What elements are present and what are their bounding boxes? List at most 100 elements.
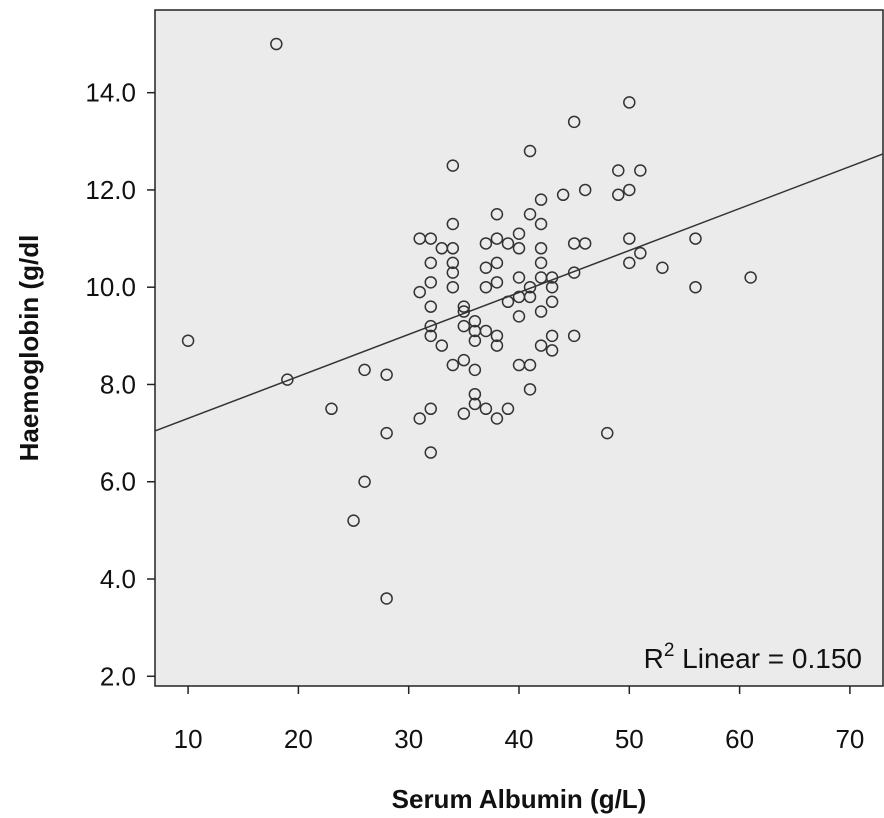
data-point	[612, 164, 625, 177]
r-squared-annotation: R2 Linear = 0.150	[644, 640, 862, 674]
data-point	[468, 397, 482, 411]
data-point	[545, 344, 559, 357]
data-point	[479, 280, 493, 294]
data-point	[744, 271, 757, 284]
x-tick-label: 60	[725, 724, 754, 754]
data-point	[424, 300, 438, 313]
data-point	[446, 358, 460, 372]
data-point	[523, 144, 537, 158]
r-squared-superscript: 2	[664, 640, 675, 661]
plot-area	[154, 9, 884, 687]
data-point	[457, 407, 471, 420]
data-point	[380, 592, 393, 605]
x-tick-label: 50	[615, 724, 644, 754]
data-point	[358, 475, 371, 488]
data-point	[534, 217, 548, 231]
data-point	[446, 242, 460, 255]
data-point	[523, 290, 537, 304]
data-point	[534, 305, 548, 318]
data-point	[479, 237, 493, 250]
data-point	[490, 412, 504, 425]
x-tick-label: 20	[284, 724, 313, 754]
data-point	[634, 246, 647, 260]
data-point	[457, 305, 471, 318]
data-point	[457, 319, 471, 333]
data-point	[512, 271, 526, 284]
data-point	[689, 280, 702, 294]
labels-layer: 10 20 30 40 50 60 70 2.0 4.0 6.0 8.0 10.0 12.0 14.0 Se…	[14, 78, 864, 814]
data-point	[424, 329, 438, 343]
data-point	[490, 276, 504, 289]
data-point	[689, 232, 702, 245]
data-point	[281, 373, 294, 386]
data-point	[424, 446, 438, 459]
data-point	[424, 276, 438, 289]
data-point	[490, 232, 504, 245]
data-point	[545, 271, 559, 284]
data-point	[424, 256, 438, 270]
data-point	[457, 300, 471, 313]
data-point	[325, 402, 338, 416]
data-point	[501, 237, 515, 250]
data-point	[523, 280, 537, 294]
y-tick-label: 10.0	[85, 272, 136, 302]
axes-layer	[147, 91, 851, 694]
data-point	[479, 402, 493, 416]
x-tick-label: 10	[174, 724, 203, 754]
data-point	[545, 329, 559, 343]
data-point	[490, 256, 504, 270]
data-point	[490, 208, 504, 221]
data-point	[446, 280, 460, 294]
data-point	[623, 256, 636, 270]
points-layer	[181, 37, 757, 605]
data-point	[347, 514, 360, 527]
data-point	[424, 402, 438, 416]
y-tick-label: 4.0	[100, 564, 136, 594]
data-point	[490, 329, 504, 343]
y-tick-label: 8.0	[100, 369, 136, 399]
x-tick-label: 70	[835, 724, 864, 754]
data-point	[534, 193, 548, 206]
data-point	[446, 159, 460, 172]
data-point	[545, 295, 559, 309]
data-point	[446, 266, 460, 279]
data-point	[623, 96, 636, 109]
data-point	[468, 334, 482, 347]
y-tick-label: 14.0	[85, 78, 136, 108]
data-point	[181, 334, 195, 347]
data-point	[612, 188, 625, 202]
data-point	[567, 329, 581, 343]
fit-line	[154, 153, 884, 432]
data-point	[479, 261, 493, 275]
r-squared-prefix: R	[644, 643, 664, 674]
x-tick-label: 40	[505, 724, 534, 754]
r-squared-text: Linear = 0.150	[674, 643, 862, 674]
data-point	[270, 37, 283, 51]
data-point	[501, 295, 515, 309]
y-tick-label: 2.0	[100, 661, 136, 691]
data-point	[424, 232, 438, 245]
data-point	[413, 285, 426, 299]
data-point	[468, 363, 482, 377]
data-point	[446, 256, 460, 270]
data-point	[634, 164, 647, 177]
data-point	[578, 237, 592, 250]
data-point	[358, 363, 371, 377]
data-point	[534, 256, 548, 270]
data-point	[623, 183, 636, 197]
x-tick-label: 30	[394, 724, 423, 754]
data-point	[468, 315, 482, 328]
data-point	[578, 183, 592, 197]
data-point	[523, 358, 537, 372]
fit-line-layer	[154, 153, 884, 432]
data-point	[534, 339, 548, 352]
data-point	[479, 324, 493, 338]
y-axis-label: Haemoglobin (g/dl	[14, 235, 44, 462]
data-point	[567, 266, 581, 279]
data-point	[656, 261, 669, 275]
data-point	[534, 242, 548, 255]
data-point	[523, 383, 537, 396]
data-point	[457, 353, 471, 367]
data-point	[435, 339, 449, 352]
